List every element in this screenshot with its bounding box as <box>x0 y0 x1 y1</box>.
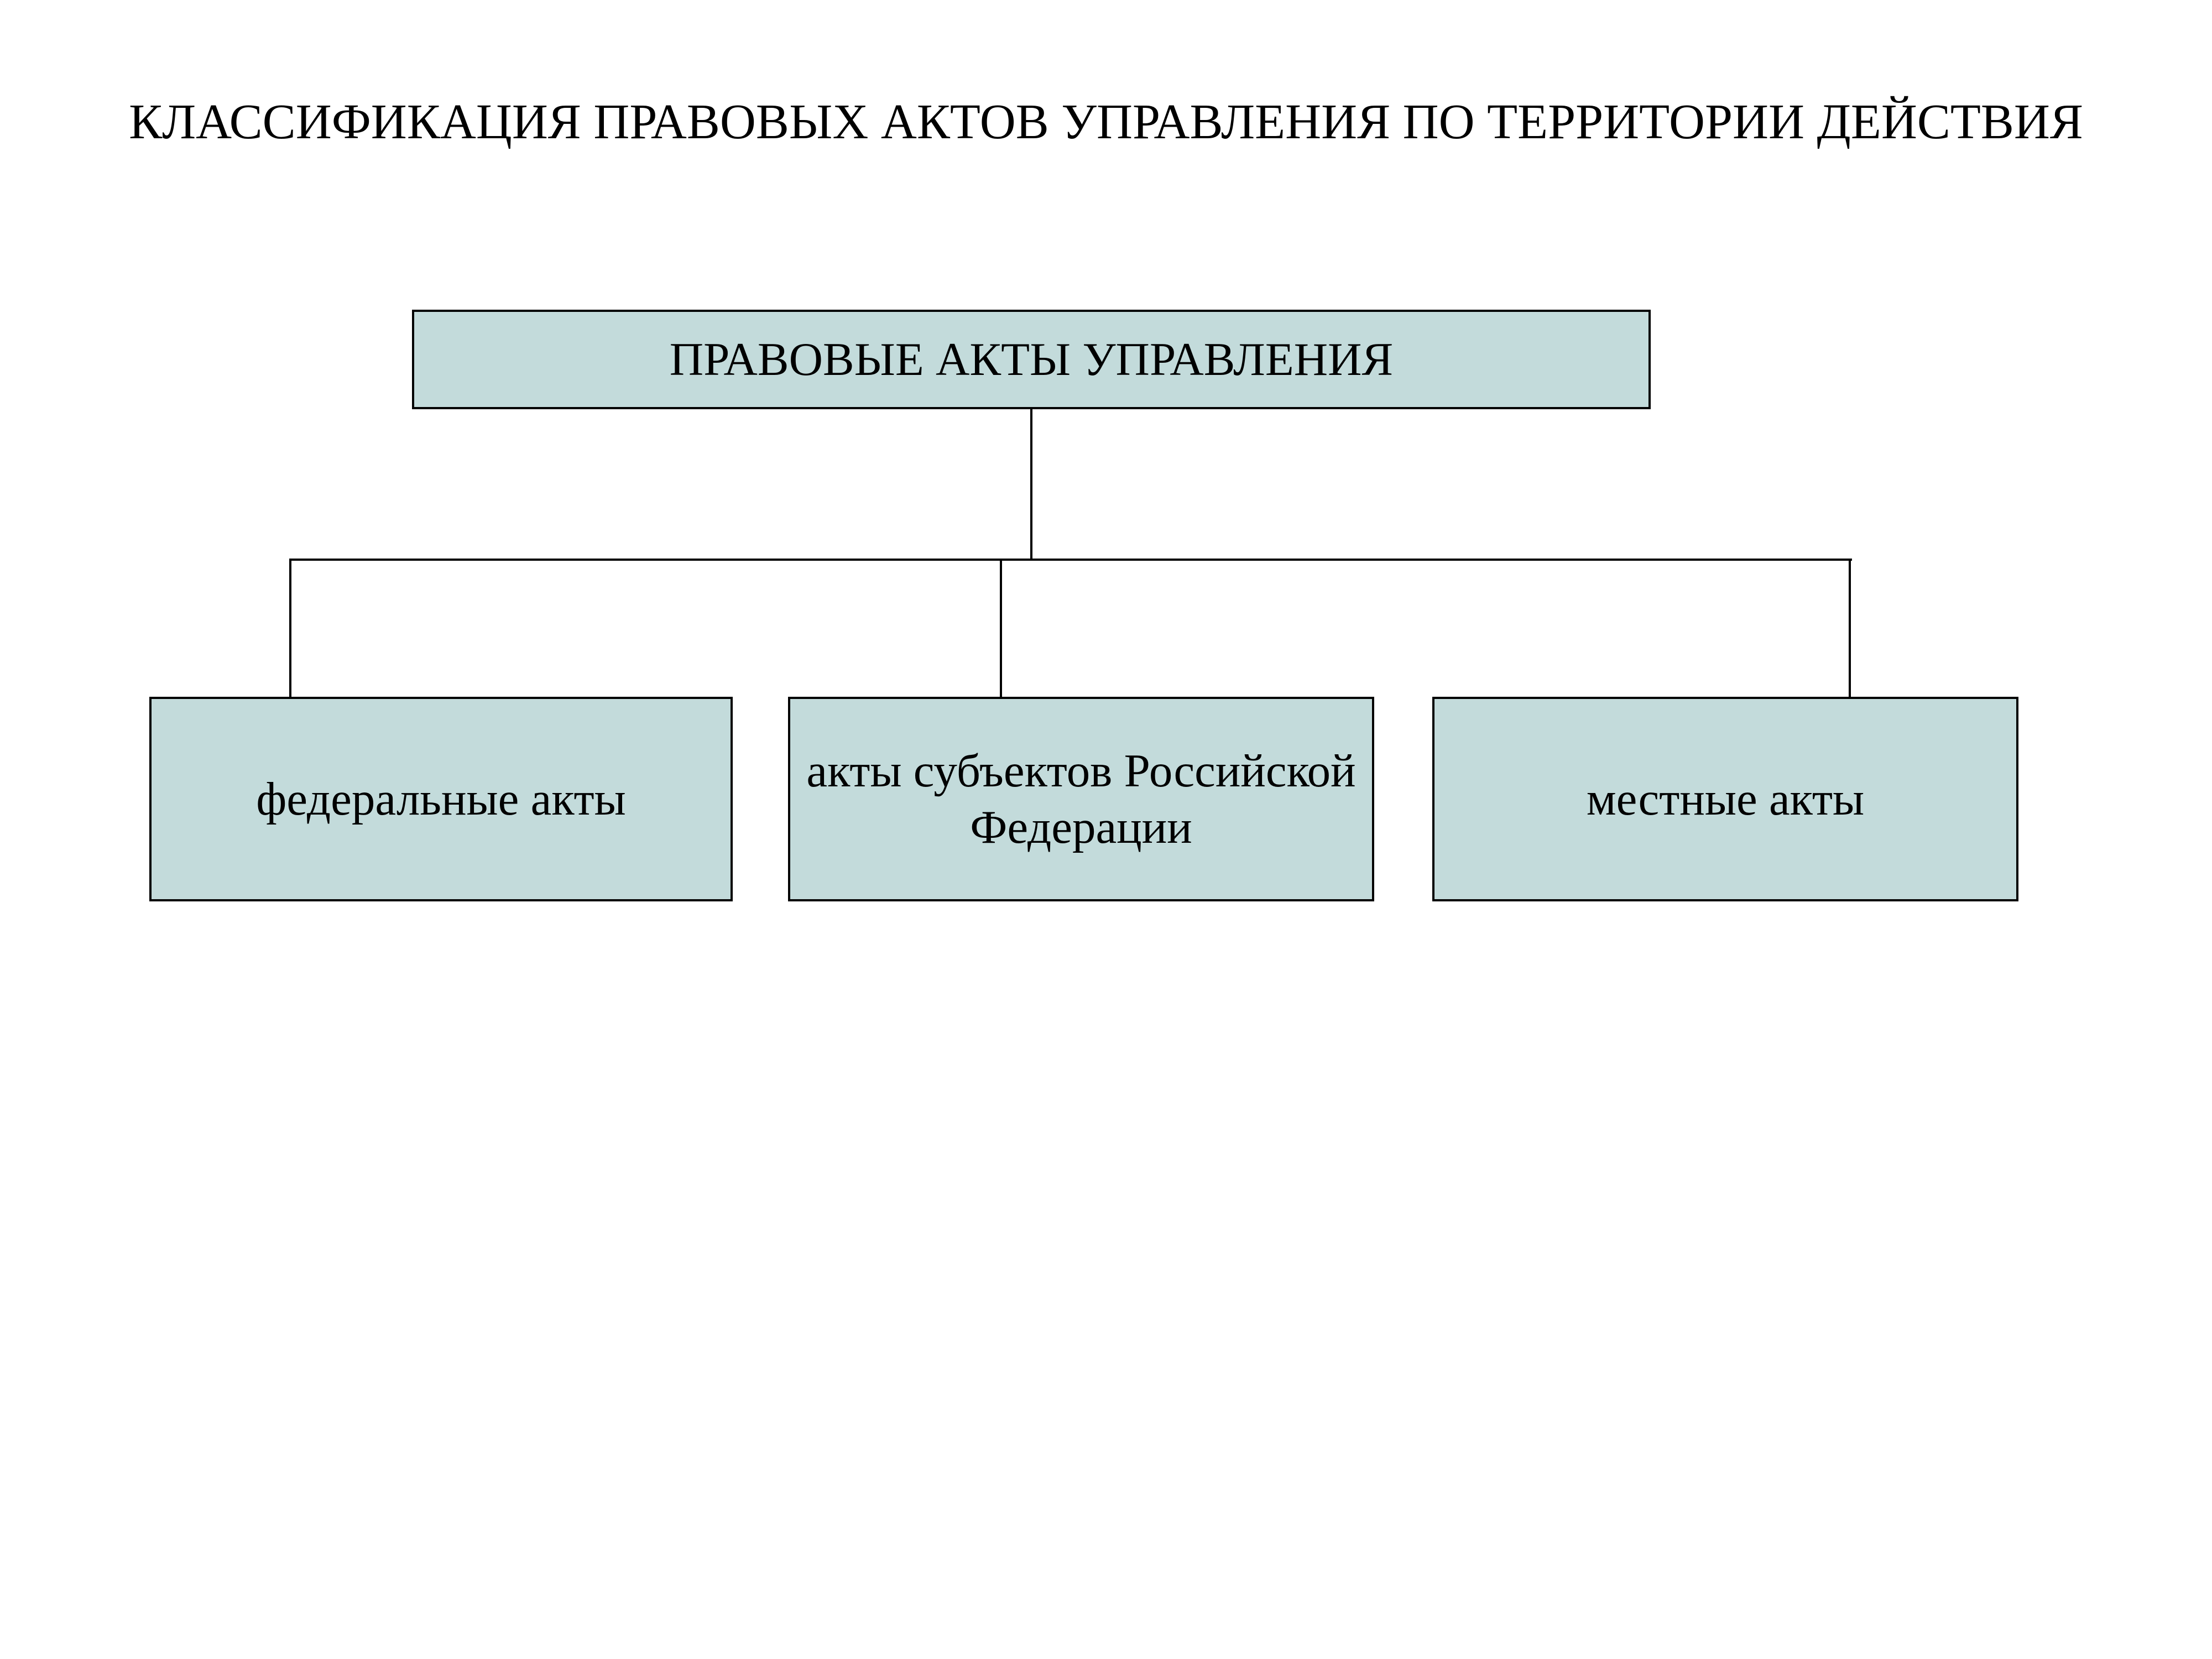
classification-diagram: КЛАССИФИКАЦИЯ ПРАВОВЫХ АКТОВ УПРАВЛЕНИЯ … <box>0 0 2212 1659</box>
child-node-2: местные акты <box>1432 697 2018 901</box>
connector-drop-2 <box>1849 559 1851 697</box>
connector-bus <box>290 559 1852 561</box>
diagram-title: КЛАССИФИКАЦИЯ ПРАВОВЫХ АКТОВ УПРАВЛЕНИЯ … <box>0 91 2212 154</box>
connector-drop-1 <box>1000 559 1002 697</box>
connector-drop-0 <box>289 559 291 697</box>
child-node-1: акты субъектов Российской Федерации <box>788 697 1374 901</box>
root-node: ПРАВОВЫЕ АКТЫ УПРАВЛЕНИЯ <box>412 310 1651 409</box>
child-node-0: федеральные акты <box>149 697 733 901</box>
connector-trunk <box>1030 409 1032 561</box>
